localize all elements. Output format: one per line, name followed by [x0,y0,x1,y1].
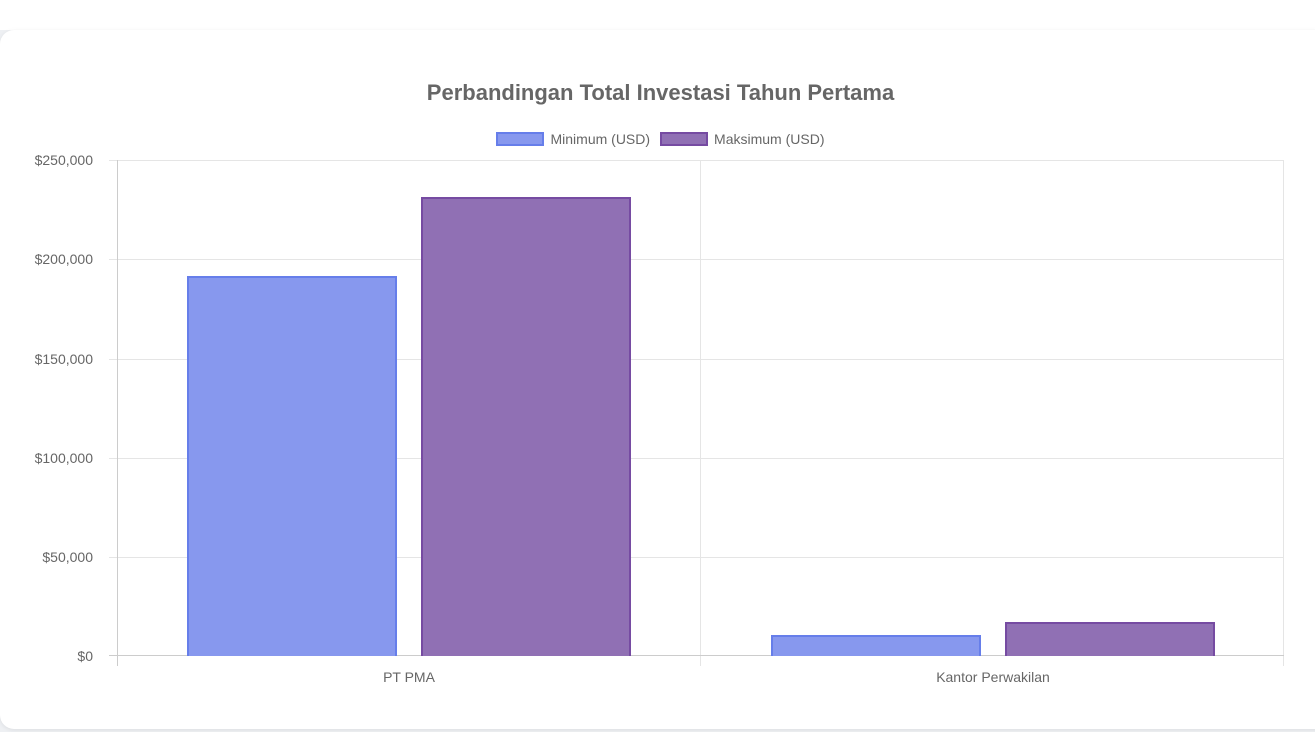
legend-swatch-maksimum [660,132,709,146]
plot-right-edge [1283,160,1284,666]
legend-label-maksimum: Maksimum (USD) [714,131,825,147]
legend-item-minimum[interactable]: Minimum (USD) [496,131,650,147]
x-tick-kantor-perwakilan: Kantor Perwakilan [936,669,1050,685]
gridline [109,458,1284,459]
category-divider [700,160,701,666]
y-tick-200000: $200,000 [34,251,93,267]
bar-pt-pma-minimum[interactable] [187,276,397,656]
bar-kantor-minimum[interactable] [771,635,981,656]
legend-swatch-minimum [496,132,545,146]
y-tick-250000: $250,000 [34,152,93,168]
top-band [0,0,1315,30]
chart-legend: Minimum (USD) Maksimum (USD) [0,131,1315,147]
chart-title: Perbandingan Total Investasi Tahun Perta… [426,80,895,105]
gridline [109,259,1284,260]
y-tick-150000: $150,000 [34,351,93,367]
x-tick-pt-pma: PT PMA [383,669,435,685]
gridline [109,160,1284,161]
bar-pt-pma-maksimum[interactable] [421,196,631,656]
gridline [109,359,1284,360]
legend-label-minimum: Minimum (USD) [550,131,651,147]
bar-kantor-maksimum[interactable] [1005,622,1215,656]
x-axis [109,655,1284,656]
y-tick-50000: $50,000 [42,549,93,565]
y-tick-100000: $100,000 [34,450,93,466]
legend-item-maksimum[interactable]: Maksimum (USD) [660,131,825,147]
y-axis [117,160,118,666]
y-tick-0: $0 [77,648,93,664]
gridline [109,557,1284,558]
plot-area [109,160,1284,666]
